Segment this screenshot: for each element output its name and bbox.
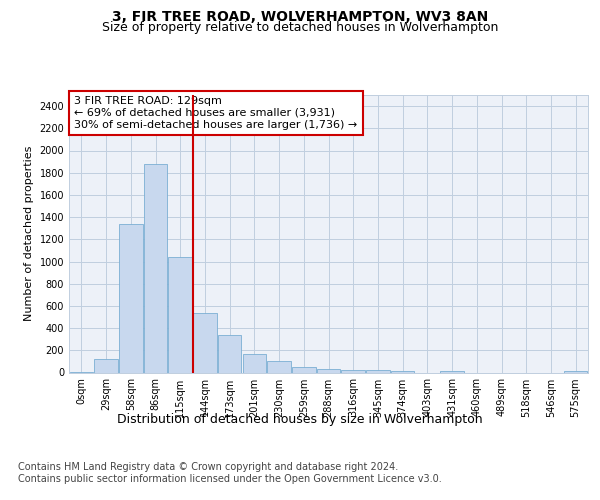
Bar [268, 362, 291, 372]
Bar [193, 312, 217, 372]
Y-axis label: Number of detached properties: Number of detached properties [24, 146, 34, 322]
Text: Size of property relative to detached houses in Wolverhampton: Size of property relative to detached ho… [102, 21, 498, 34]
Bar [119, 224, 143, 372]
Text: Distribution of detached houses by size in Wolverhampton: Distribution of detached houses by size … [117, 412, 483, 426]
Bar [169, 257, 192, 372]
Text: 3, FIR TREE ROAD, WOLVERHAMPTON, WV3 8AN: 3, FIR TREE ROAD, WOLVERHAMPTON, WV3 8AN [112, 10, 488, 24]
Bar [341, 370, 365, 372]
Bar [317, 369, 340, 372]
Bar [292, 367, 316, 372]
Bar [366, 370, 389, 372]
Bar [242, 354, 266, 372]
Text: Contains public sector information licensed under the Open Government Licence v3: Contains public sector information licen… [18, 474, 442, 484]
Bar [94, 359, 118, 372]
Bar [144, 164, 167, 372]
Text: Contains HM Land Registry data © Crown copyright and database right 2024.: Contains HM Land Registry data © Crown c… [18, 462, 398, 472]
Text: 3 FIR TREE ROAD: 129sqm
← 69% of detached houses are smaller (3,931)
30% of semi: 3 FIR TREE ROAD: 129sqm ← 69% of detache… [74, 96, 358, 130]
Bar [218, 335, 241, 372]
